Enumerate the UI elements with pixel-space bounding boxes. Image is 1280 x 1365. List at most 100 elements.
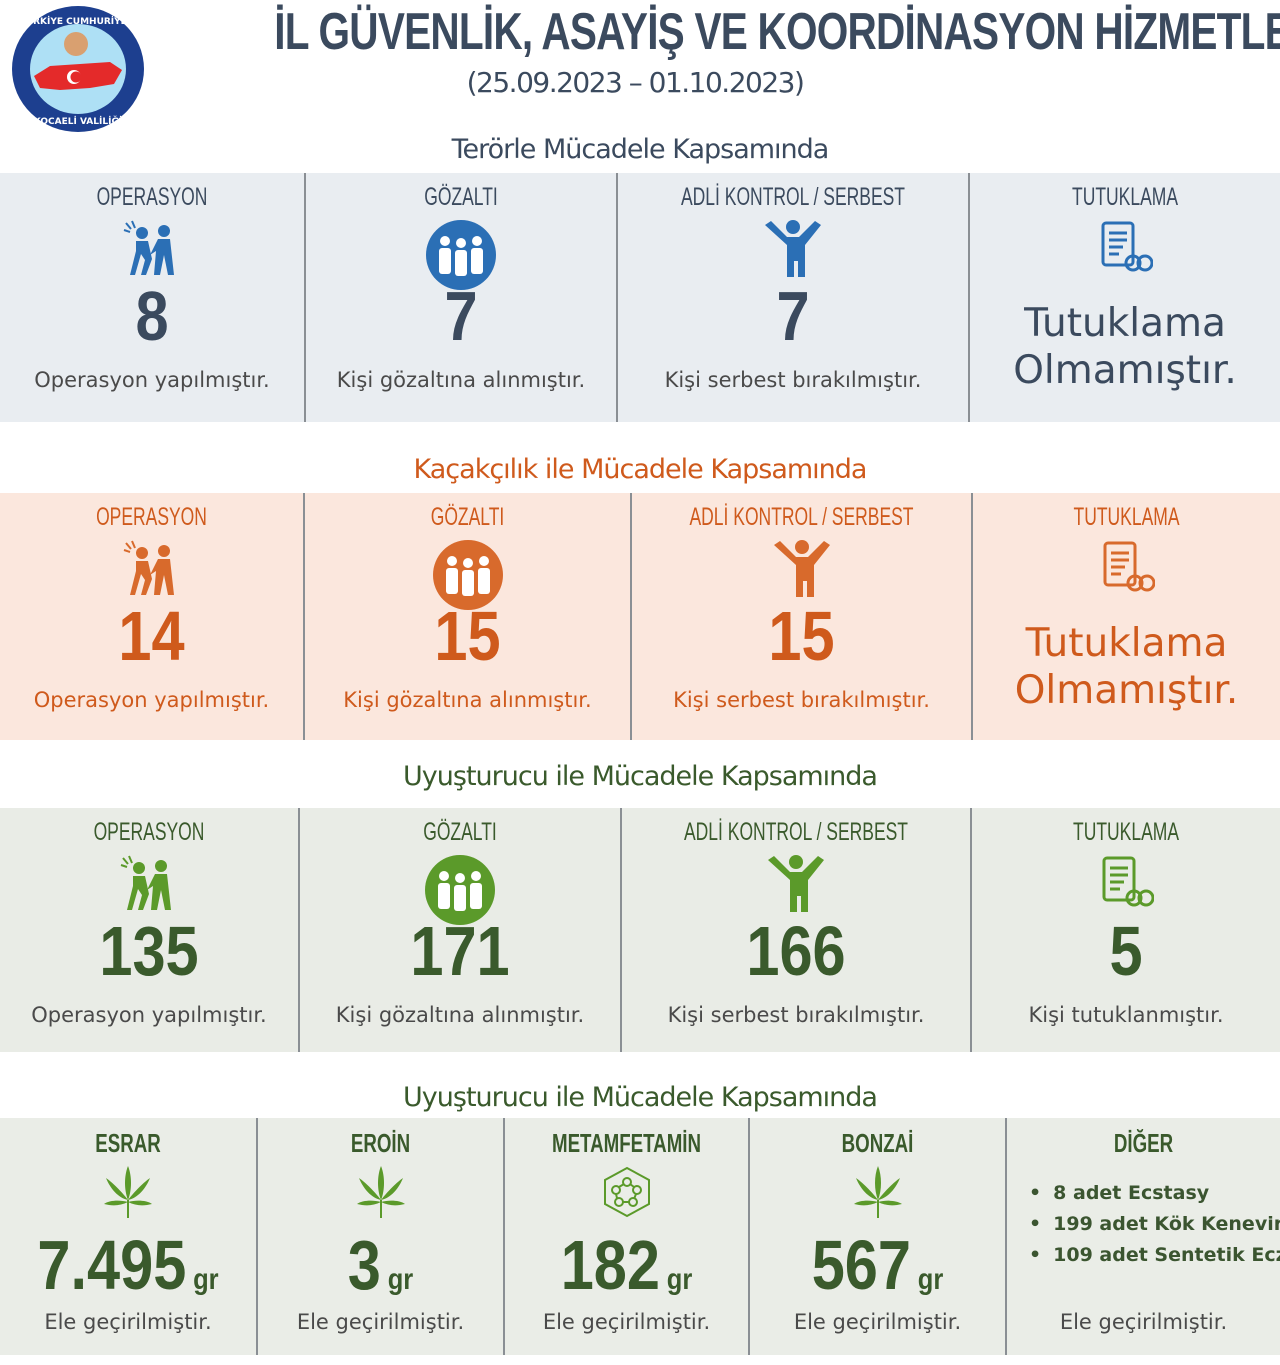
- cannabis-leaf-icon: [353, 1164, 409, 1224]
- stat-caption: Ele geçirilmiştir.: [542, 1310, 711, 1334]
- stat-caption: Kişi gözaltına alınmıştır.: [343, 688, 592, 712]
- stats-band: OPERASYON 14 Operasyon yapılmıştır. GÖZALTI…: [0, 493, 1280, 740]
- stat-value: 182 gr: [523, 1230, 730, 1300]
- stat-number: 135: [99, 912, 199, 990]
- stat-value: 5: [995, 916, 1257, 986]
- stat-number: 171: [410, 912, 510, 990]
- stat-cell-esrar: ESRAR 7.495 gr Ele geçirilmiştir.: [0, 1118, 258, 1355]
- stat-cell-operasyon: OPERASYON 135 Operasyon yapılmıştır.: [0, 808, 300, 1052]
- stat-heading: EROİN: [350, 1128, 411, 1158]
- stat-heading: GÖZALTI: [430, 503, 505, 531]
- stat-number: 14: [118, 597, 185, 675]
- kocaeli-valiligi-logo: TÜRKİYE CUMHURİYETİ KOCAELİ VALİLİĞİ: [12, 6, 144, 132]
- stat-number: 166: [746, 912, 846, 990]
- stat-heading: GÖZALTI: [424, 183, 498, 211]
- stat-heading: TUTUKLAMA: [1072, 183, 1178, 211]
- stat-cell-gözalti: GÖZALTI 7 Kişi gözaltına alınmıştır.: [306, 173, 618, 422]
- stat-cell-adli-kontrol-serbest: ADLİ KONTROL / SERBEST 7 Kişi serbest bıra…: [618, 173, 970, 422]
- stat-heading: OPERASYON: [96, 503, 207, 531]
- stat-caption: Kişi tutuklanmıştır.: [1028, 1003, 1224, 1027]
- stat-cell-adli-kontrol-serbest: ADLİ KONTROL / SERBEST 15 Kişi serbest bır…: [632, 493, 973, 740]
- released-person-icon: [772, 539, 832, 603]
- stat-number: 7.495: [37, 1226, 187, 1304]
- stat-cell-metamfetami-n: METAMFETAMİN 182 gr Ele geçirilmiştir.: [505, 1118, 750, 1355]
- section-title: Uyuşturucu ile Mücadele Kapsamında: [403, 1082, 878, 1113]
- released-person-icon: [766, 854, 826, 918]
- stat-cell-gözalti: GÖZALTI 171 Kişi gözaltına alınmıştır.: [300, 808, 622, 1052]
- list-item: 8 adet Ecstasy: [1029, 1182, 1280, 1204]
- stat-heading: TUTUKLAMA: [1073, 818, 1179, 846]
- unit-label: gr: [917, 1263, 944, 1296]
- released-person-icon: [763, 219, 823, 283]
- stat-value: 7.495 gr: [19, 1230, 237, 1300]
- stat-number: 182: [560, 1226, 660, 1304]
- stat-value: 8: [23, 281, 281, 351]
- stat-heading: ADLİ KONTROL / SERBEST: [689, 503, 914, 531]
- no-arrest-text: Tutuklama Olmamıştır.: [1013, 301, 1237, 393]
- unit-label: gr: [387, 1263, 414, 1296]
- stat-number: 15: [768, 597, 835, 675]
- stat-heading: ADLİ KONTROL / SERBEST: [684, 818, 908, 846]
- stat-cell-tutuklama: TUTUKLAMA 5 Kişi tutuklanmıştır.: [972, 808, 1280, 1052]
- stat-cell-tutuklama: TUTUKLAMA Tutuklama Olmamıştır.: [973, 493, 1280, 740]
- stat-caption: Kişi serbest bırakılmıştır.: [664, 368, 922, 392]
- stat-number: 5: [1109, 912, 1143, 990]
- stat-caption: Ele geçirilmiştir.: [793, 1310, 962, 1334]
- list-item: 109 adet Sentetik Ecza: [1029, 1244, 1280, 1266]
- stat-caption: Kişi gözaltına alınmıştır.: [335, 1003, 585, 1027]
- stat-caption: Kişi serbest bırakılmıştır.: [667, 1003, 925, 1027]
- stat-heading: ADLİ KONTROL / SERBEST: [681, 183, 905, 211]
- arrest-icon: [122, 219, 182, 283]
- cannabis-leaf-icon: [850, 1164, 906, 1224]
- stat-heading: ESRAR: [95, 1128, 161, 1158]
- section-title: Uyuşturucu ile Mücadele Kapsamında: [403, 761, 878, 792]
- stat-value: 166: [648, 916, 944, 986]
- stat-cell-adli-kontrol-serbest: ADLİ KONTROL / SERBEST 166 Kişi serbest bı…: [622, 808, 972, 1052]
- stats-band: OPERASYON 8 Operasyon yapılmıştır. GÖZALTI 7…: [0, 173, 1280, 422]
- arrest-icon: [119, 854, 179, 918]
- stat-number: 15: [434, 597, 501, 675]
- document-handcuffs-icon: [1098, 854, 1155, 914]
- date-range: (25.09.2023 – 01.10.2023): [466, 66, 805, 99]
- section-title: Kaçakçılık ile Mücadele Kapsamında: [413, 454, 868, 485]
- stat-caption: Ele geçirilmiştir.: [1059, 1310, 1228, 1334]
- svg-text:TÜRKİYE CUMHURİYETİ: TÜRKİYE CUMHURİYETİ: [20, 16, 137, 27]
- list-item: 199 adet Kök Kenevir: [1029, 1213, 1280, 1235]
- document-handcuffs-icon: [1099, 539, 1155, 599]
- arrest-icon: [122, 539, 182, 603]
- stat-value: 171: [324, 916, 596, 986]
- stat-heading: DİĞER: [1113, 1128, 1174, 1158]
- stat-cell-operasyon: OPERASYON 14 Operasyon yapılmıştır.: [0, 493, 305, 740]
- document-handcuffs-icon: [1097, 219, 1154, 279]
- stat-value: 135: [22, 916, 275, 986]
- detainees-icon: [432, 539, 504, 615]
- stat-caption: Operasyon yapılmıştır.: [34, 368, 270, 392]
- stat-value: 7: [329, 281, 593, 351]
- stat-number: 3: [347, 1226, 381, 1304]
- stat-heading: BONZAİ: [841, 1128, 914, 1158]
- stats-band: OPERASYON 135 Operasyon yapılmıştır. GÖZALT…: [0, 808, 1280, 1052]
- stat-number: 567: [811, 1226, 911, 1304]
- stat-value: 567 gr: [769, 1230, 986, 1300]
- stat-cell-eroi-n: EROİN 3 gr Ele geçirilmiştir.: [258, 1118, 505, 1355]
- stat-cell-bonzai-: BONZAİ 567 gr Ele geçirilmiştir.: [750, 1118, 1007, 1355]
- stat-value: 3 gr: [276, 1230, 484, 1300]
- stat-heading: TUTUKLAMA: [1073, 503, 1180, 531]
- stat-value: 7: [644, 281, 942, 351]
- stat-number: 7: [444, 277, 478, 355]
- svg-text:KOCAELİ VALİLİĞİ: KOCAELİ VALİLİĞİ: [34, 115, 122, 127]
- molecule-icon: [599, 1164, 655, 1224]
- stat-caption: Operasyon yapılmıştır.: [33, 688, 270, 712]
- stat-cell-gözalti: GÖZALTI 15 Kişi gözaltına alınmıştır.: [305, 493, 632, 740]
- stat-heading: GÖZALTI: [423, 818, 497, 846]
- stats-band: ESRAR 7.495 gr Ele geçirilmiştir. EROİN 3 gr El…: [0, 1118, 1280, 1355]
- page-title: İL GÜVENLİK, ASAYİŞ VE KOORDİNASYON HİZM…: [274, 3, 1280, 61]
- stat-heading: METAMFETAMİN: [551, 1128, 702, 1158]
- no-arrest-text: Tutuklama Olmamıştır.: [1014, 621, 1239, 713]
- stat-number: 7: [776, 277, 810, 355]
- stat-value: 15: [329, 601, 605, 671]
- detainees-icon: [425, 219, 497, 295]
- stat-cell-operasyon: OPERASYON 8 Operasyon yapılmıştır.: [0, 173, 306, 422]
- other-items-list: 8 adet Ecstasy 199 adet Kök Kenevir 109 ad…: [1029, 1182, 1280, 1275]
- cannabis-leaf-icon: [100, 1164, 156, 1224]
